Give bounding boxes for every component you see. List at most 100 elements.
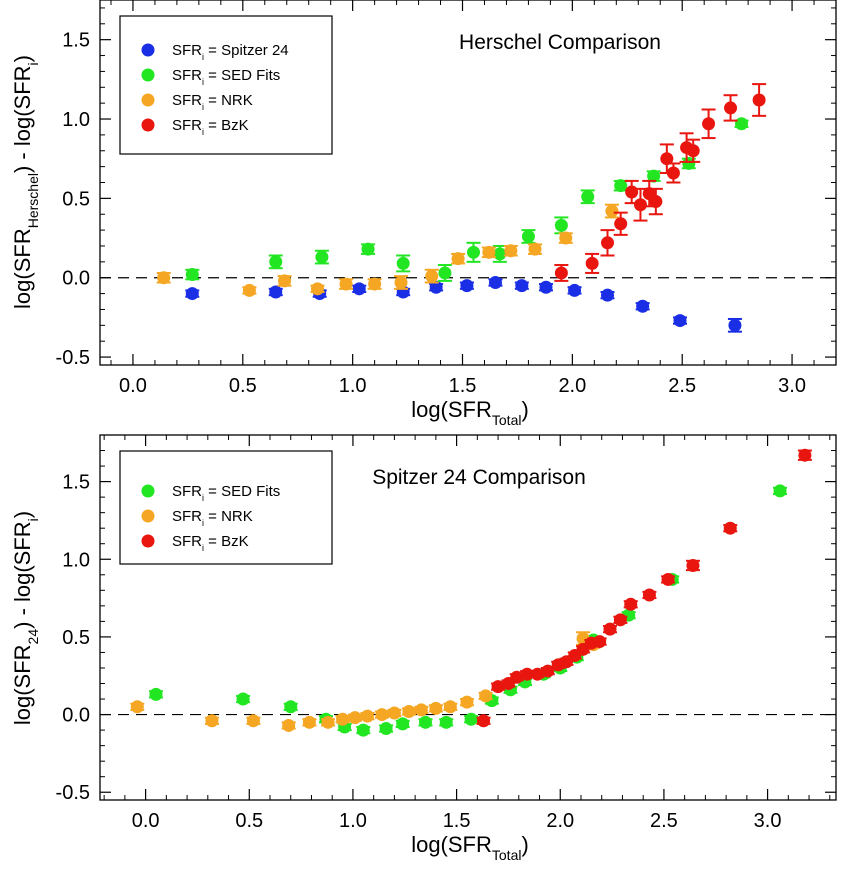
- x-tick-label: 0.0: [132, 810, 160, 832]
- y-tick-label: 1.0: [62, 109, 90, 131]
- data-point: [601, 288, 615, 302]
- y-tick-label: 0.0: [62, 268, 90, 290]
- data-point: [554, 266, 568, 280]
- y-tick-label: 0.5: [62, 627, 90, 649]
- legend-box: [119, 450, 333, 565]
- text-run: = NRK: [204, 508, 253, 525]
- y-tick-label: 1.5: [62, 472, 90, 494]
- text-run: 0.0: [119, 375, 147, 397]
- data-point: [236, 692, 250, 706]
- data-point: [488, 275, 502, 289]
- data-point: [356, 723, 370, 737]
- y-tick-label: 0.5: [62, 188, 90, 210]
- subscript: i: [202, 52, 204, 62]
- data-point: [396, 717, 410, 731]
- y-tick-label: -0.5: [56, 782, 90, 804]
- text-run: log(SFR: [10, 644, 35, 725]
- x-tick-label: 1.5: [449, 375, 477, 397]
- x-tick-label: 2.5: [650, 810, 678, 832]
- data-point: [379, 722, 393, 736]
- data-point: [603, 622, 617, 636]
- subscript: i: [25, 518, 41, 521]
- data-point: [157, 271, 171, 285]
- text-run: Herschel Comparison: [459, 31, 661, 54]
- data-point: [724, 101, 738, 115]
- data-point: [185, 268, 199, 282]
- text-run: -0.5: [56, 347, 90, 369]
- series-red: [554, 83, 767, 282]
- text-run: = NRK: [204, 92, 253, 109]
- text-run: 0.5: [229, 375, 257, 397]
- text-run: = BzK: [204, 117, 249, 134]
- data-point: [315, 250, 329, 264]
- y-tick-label: -0.5: [56, 347, 90, 369]
- text-run: 0.5: [62, 627, 90, 649]
- data-point: [205, 714, 219, 728]
- data-point: [515, 279, 529, 293]
- data-point: [510, 670, 524, 684]
- data-point: [633, 198, 647, 212]
- data-point: [348, 711, 362, 725]
- data-point: [284, 700, 298, 714]
- data-point: [361, 242, 375, 256]
- text-run: = SED Fits: [204, 67, 280, 84]
- text-run: ): [521, 397, 528, 422]
- legend-marker-red: [141, 534, 155, 548]
- data-point: [541, 664, 555, 678]
- x-tick-label: 0.5: [229, 375, 257, 397]
- y-tick-label: 1.5: [62, 30, 90, 52]
- data-point: [539, 280, 553, 294]
- text-run: 1.0: [62, 109, 90, 131]
- data-point: [647, 169, 661, 183]
- legend-label: SFRi = NRK: [172, 508, 253, 528]
- data-point: [493, 247, 507, 261]
- subscript: Total: [492, 412, 522, 428]
- data-point: [624, 597, 638, 611]
- x-tick-label: 3.0: [754, 810, 782, 832]
- subscript: i: [202, 102, 204, 112]
- text-run: 2.5: [668, 375, 696, 397]
- data-point: [282, 718, 296, 732]
- legend-marker-orange: [141, 509, 155, 523]
- data-point: [311, 282, 325, 296]
- subscript: i: [202, 493, 204, 503]
- text-run: 3.0: [754, 810, 782, 832]
- text-run: 1.0: [339, 375, 367, 397]
- data-point: [593, 635, 607, 649]
- x-tick-label: 2.5: [668, 375, 696, 397]
- data-point: [429, 280, 443, 294]
- text-run: = SED Fits: [204, 483, 280, 500]
- chart-title: Herschel Comparison: [459, 31, 661, 54]
- subscript: i: [202, 543, 204, 553]
- text-run: 1.0: [339, 810, 367, 832]
- data-point: [605, 204, 619, 218]
- text-run: 1.5: [443, 810, 471, 832]
- text-run: 0.5: [62, 188, 90, 210]
- data-point: [269, 255, 283, 269]
- legend-marker-green: [141, 68, 155, 82]
- x-tick-label: 1.0: [339, 375, 367, 397]
- data-point: [360, 709, 374, 723]
- x-tick-label: 0.5: [235, 810, 263, 832]
- data-point: [559, 231, 573, 245]
- subscript: Total: [492, 847, 522, 863]
- data-point: [352, 282, 366, 296]
- legend-box: [119, 15, 333, 155]
- data-point: [773, 484, 787, 498]
- legend-label: SFRi = BzK: [172, 533, 249, 553]
- legend-marker-orange: [141, 93, 155, 107]
- data-point: [464, 712, 478, 726]
- legend-marker-green: [141, 484, 155, 498]
- series-orange: [156, 203, 619, 297]
- text-run: -0.5: [56, 782, 90, 804]
- data-point: [581, 190, 595, 204]
- text-run: SFR: [172, 117, 202, 134]
- text-run: 0.0: [62, 268, 90, 290]
- data-point: [585, 256, 599, 270]
- data-point: [520, 667, 534, 681]
- text-run: 2.0: [546, 810, 574, 832]
- text-run: Spitzer 24 Comparison: [372, 466, 586, 489]
- text-run: 0.0: [132, 810, 160, 832]
- data-point: [568, 283, 582, 297]
